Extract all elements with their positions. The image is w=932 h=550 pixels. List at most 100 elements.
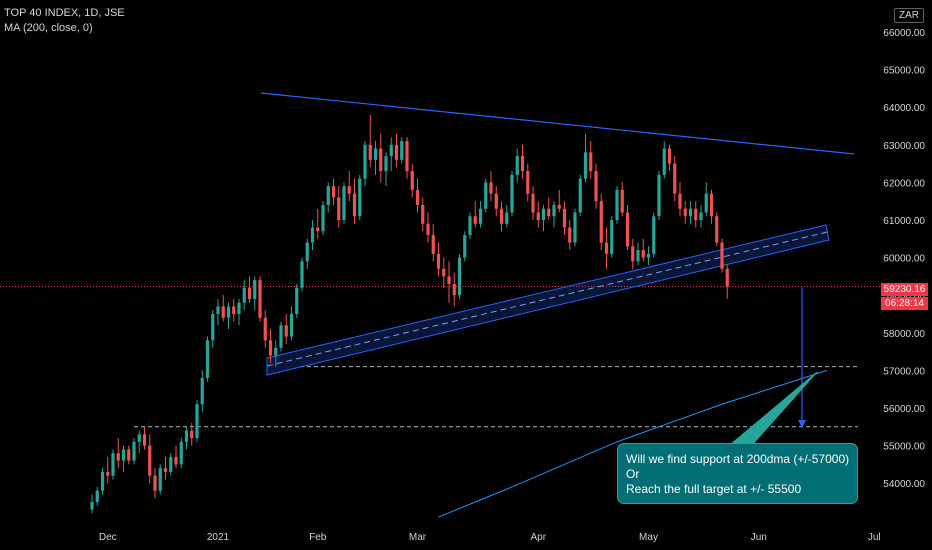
y-tick-label: 64000.00 xyxy=(883,103,925,114)
candle-body xyxy=(100,471,105,491)
candle-body xyxy=(436,253,441,269)
candle-body xyxy=(484,182,488,209)
indicator-label: MA (200, close, 0) xyxy=(4,22,93,34)
candle-body xyxy=(468,216,472,236)
candle-body xyxy=(389,144,393,157)
candle-body xyxy=(384,156,388,172)
candle-body xyxy=(289,314,294,337)
candle-body xyxy=(95,490,99,502)
candle-body xyxy=(268,340,273,356)
candle-body xyxy=(163,468,168,472)
y-tick-label: 55000.00 xyxy=(883,442,925,453)
candle-body xyxy=(153,475,157,491)
candle-body xyxy=(715,216,719,243)
y-tick-label: 63000.00 xyxy=(883,141,925,152)
candle-body xyxy=(688,208,693,217)
candle-body xyxy=(284,325,288,337)
y-tick-label: 59000.00 xyxy=(883,291,925,302)
candle-body xyxy=(237,302,241,314)
candle-body xyxy=(116,453,120,461)
candle-body xyxy=(316,227,320,232)
candle-body xyxy=(137,434,141,442)
candle-body xyxy=(562,208,567,228)
annotation-line-3: Reach the full target at +/- 55500 xyxy=(626,482,802,496)
candle-body xyxy=(536,212,540,220)
candle-body xyxy=(515,156,519,175)
candle-body xyxy=(221,306,225,318)
candle-body xyxy=(305,242,309,262)
candle-body xyxy=(373,148,378,160)
candle-body xyxy=(174,456,178,465)
candle-body xyxy=(473,216,477,224)
candle-body xyxy=(725,268,729,287)
candle-body xyxy=(641,250,645,258)
candle-body xyxy=(452,283,456,296)
x-tick-label: Mar xyxy=(409,532,427,543)
candle-body xyxy=(326,186,330,205)
x-axis: Dec 2021 Feb Mar Apr May Jun Jul xyxy=(99,532,881,543)
symbol-title: TOP 40 INDEX, 1D, JSE xyxy=(4,7,125,19)
candle-body xyxy=(253,280,257,299)
candle-body xyxy=(347,186,351,194)
y-tick-label: 61000.00 xyxy=(883,216,925,227)
x-tick-label: May xyxy=(639,532,658,543)
candle-body xyxy=(463,235,467,258)
candle-body xyxy=(631,246,635,262)
candle-body xyxy=(625,212,630,247)
candle-body xyxy=(720,242,724,269)
candle-body xyxy=(578,178,582,213)
candle-body xyxy=(431,235,435,254)
candle-body xyxy=(216,306,220,314)
candle-body xyxy=(258,280,262,318)
candle-body xyxy=(583,152,588,179)
chart-legend: TOP 40 INDEX, 1D, JSE MA (200, close, 0) xyxy=(4,6,125,36)
annotation-line-1: Will we find support at 200dma (+/-57000… xyxy=(626,452,850,466)
candle-body xyxy=(106,471,110,476)
y-tick-label: 57000.00 xyxy=(883,366,925,377)
x-tick-label: Dec xyxy=(99,532,117,543)
candle-body xyxy=(331,186,336,198)
candle-body xyxy=(90,502,94,510)
callout-pointer xyxy=(728,371,818,446)
currency-button[interactable]: ZAR xyxy=(894,8,924,23)
candle-body xyxy=(342,186,346,220)
candle-body xyxy=(678,193,682,209)
candle-body xyxy=(405,141,409,172)
y-tick-label: 62000.00 xyxy=(883,178,925,189)
annotation-callout[interactable]: Will we find support at 200dma (+/-57000… xyxy=(617,443,858,504)
candle-body xyxy=(547,208,551,217)
candle-body xyxy=(489,182,493,194)
candle-body xyxy=(132,441,136,461)
candle-body xyxy=(520,156,525,172)
y-axis: 54000.00 55000.00 56000.00 57000.00 58000.00… xyxy=(883,28,925,490)
candle-body xyxy=(200,377,204,405)
bar-countdown-label: 06:28:14 xyxy=(881,297,928,310)
candle-body xyxy=(321,204,325,232)
candle-body xyxy=(646,253,651,258)
candle-body xyxy=(232,306,236,314)
candle-body xyxy=(184,430,189,442)
ma-200-line xyxy=(438,369,828,518)
candle-body xyxy=(300,261,304,288)
candle-body xyxy=(148,445,152,476)
y-tick-label: 58000.00 xyxy=(883,329,925,340)
y-tick-label: 54000.00 xyxy=(883,479,925,490)
candle-body xyxy=(190,430,194,439)
resistance-trendline xyxy=(260,92,855,155)
candle-body xyxy=(652,216,656,254)
candle-body xyxy=(274,347,278,356)
support-channel-midline xyxy=(266,231,828,367)
x-tick-label: 2021 xyxy=(207,532,230,543)
candle-body xyxy=(352,193,357,217)
triangle-drawing xyxy=(260,92,855,446)
candle-body xyxy=(699,212,703,220)
candle-body xyxy=(421,204,425,224)
candle-body xyxy=(121,449,126,461)
candle-body xyxy=(694,208,698,220)
candle-body xyxy=(358,178,362,217)
candle-body xyxy=(279,325,283,348)
y-tick-label: 66000.00 xyxy=(883,28,925,39)
candle-body xyxy=(363,144,367,179)
candle-body xyxy=(610,220,614,254)
